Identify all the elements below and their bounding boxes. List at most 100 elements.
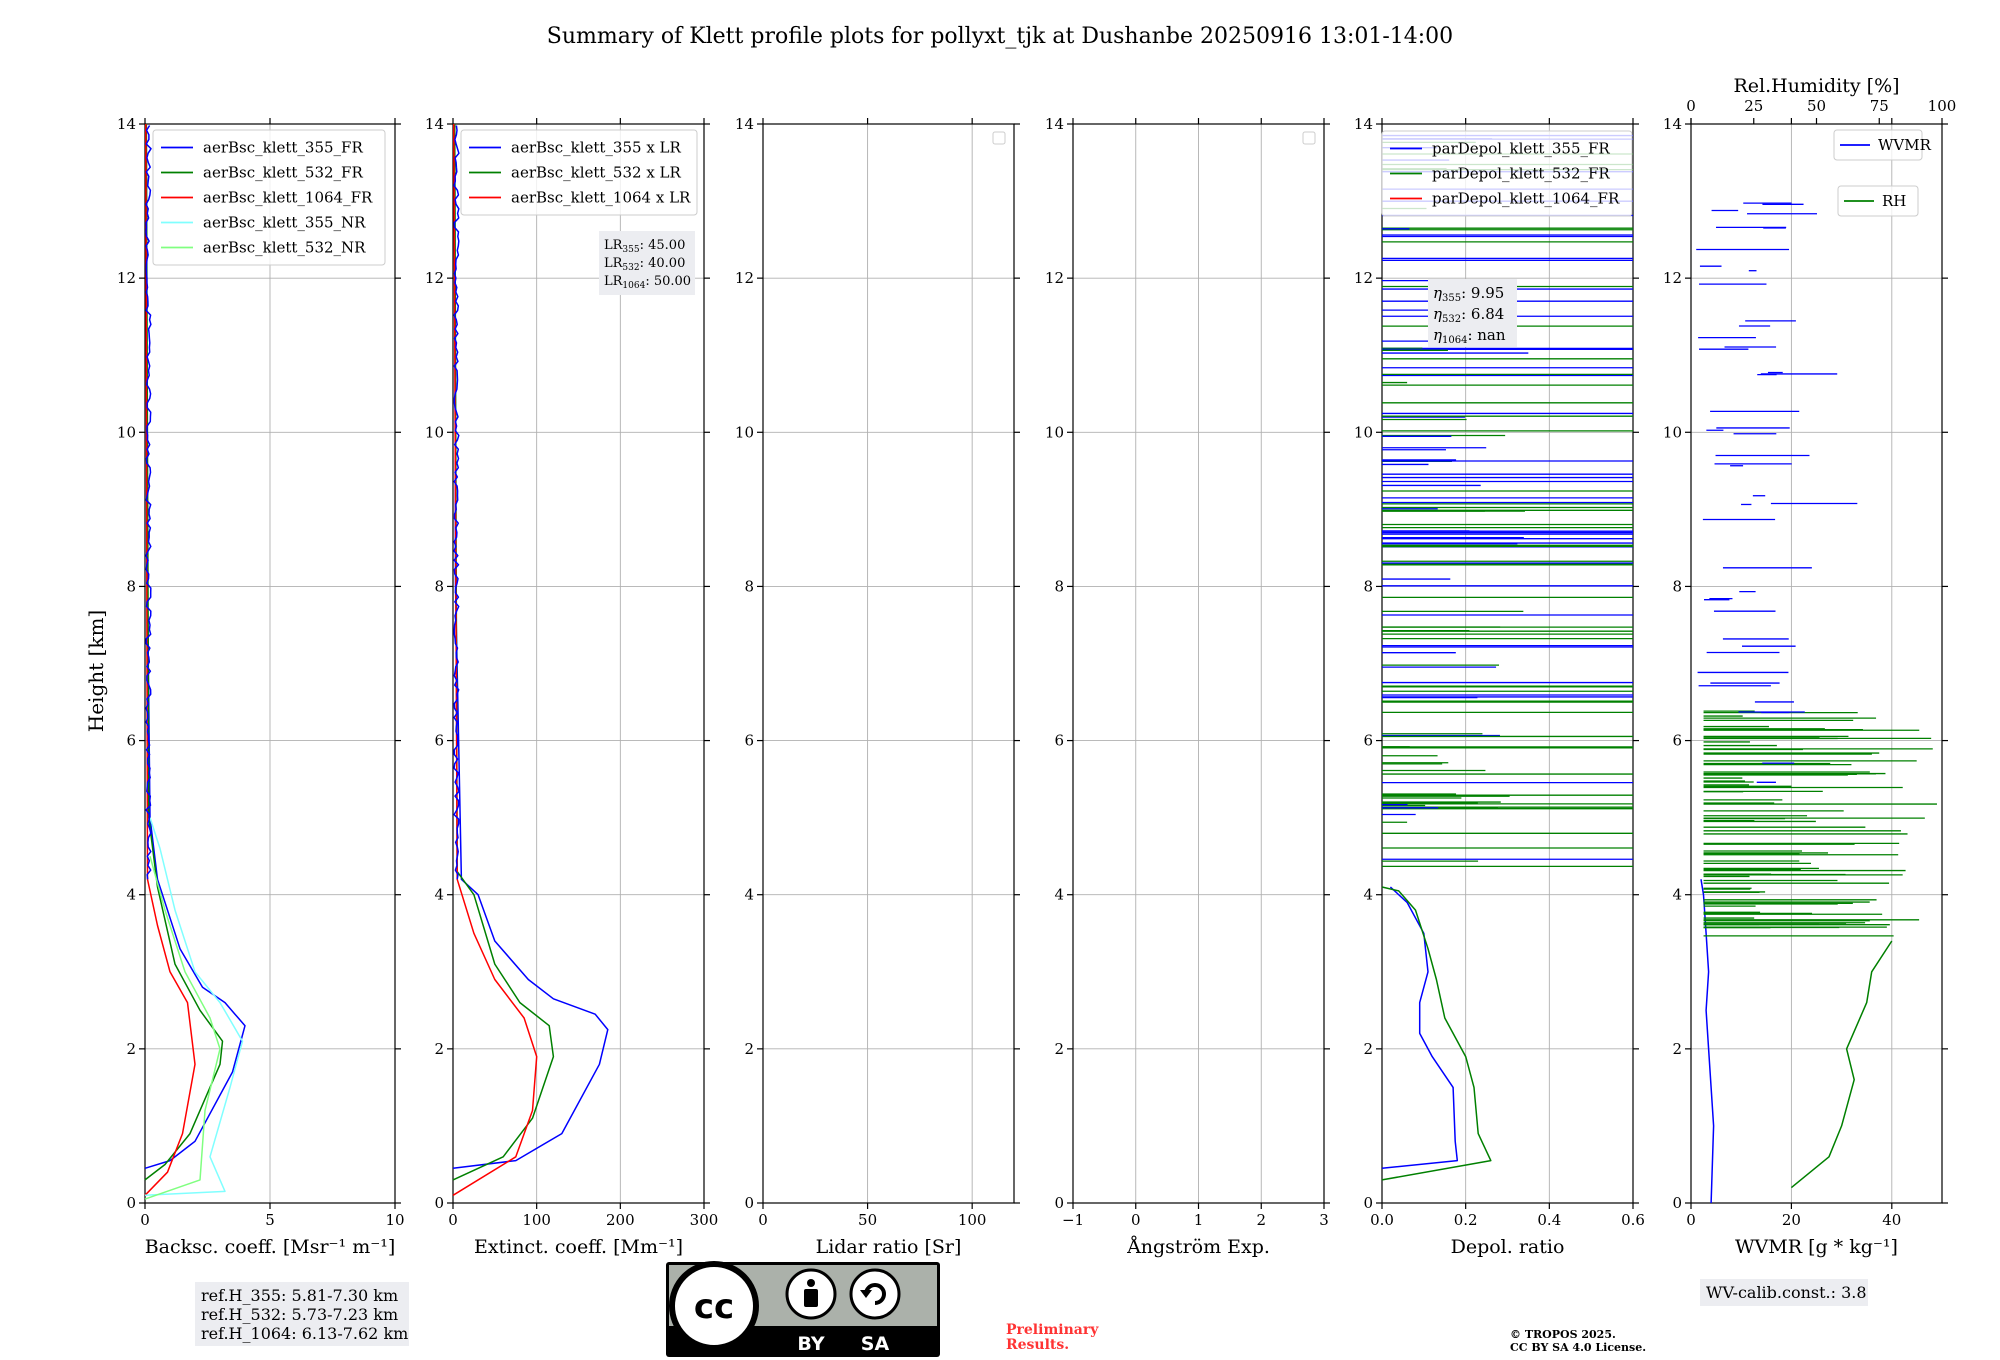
eta-1064-text: η1064: nan bbox=[1433, 326, 1506, 346]
profile-aerbsc-klett-532-x-lr bbox=[452, 123, 555, 1181]
ext-ytick-label: 12 bbox=[425, 269, 444, 287]
backscatter-legend-label: aerBsc_klett_532_FR bbox=[203, 164, 363, 182]
profile-aerbsc-klett-355-nr bbox=[144, 817, 244, 1197]
depol-xtick-label: 0.2 bbox=[1454, 1211, 1478, 1229]
wv-calib-text: WV-calib.const.: 3.8 bbox=[1706, 1283, 1867, 1302]
wv-xtick-label: 20 bbox=[1782, 1211, 1801, 1229]
copyright-line-2: CC BY SA 4.0 License. bbox=[1510, 1341, 1646, 1354]
ext-ytick-label: 10 bbox=[425, 423, 444, 441]
backscatter-legend: aerBsc_klett_355_FR aerBsc_klett_532_FRae… bbox=[152, 129, 386, 266]
lr-ytick-label: 0 bbox=[744, 1194, 754, 1212]
ae-xtick-label: 2 bbox=[1256, 1211, 1266, 1229]
depol-ytick-label: 0 bbox=[1363, 1194, 1373, 1212]
lr-xtick-label: 50 bbox=[858, 1211, 877, 1229]
lr-355-text: LR355: 45.00 bbox=[604, 238, 685, 255]
lr-ytick-label: 12 bbox=[735, 269, 754, 287]
depol-legend: parDepol_klett_355_FR parDepol_klett_532_… bbox=[1381, 130, 1633, 217]
noise-profile-355 bbox=[453, 125, 460, 880]
preliminary-line-1: Preliminary bbox=[1006, 1322, 1099, 1338]
wv-xtick-label: 40 bbox=[1882, 1211, 1901, 1229]
lr-xlabel: Lidar ratio [Sr] bbox=[816, 1236, 962, 1258]
wv-legend-rh: RH bbox=[1837, 185, 1919, 217]
depol-ytick-label: 2 bbox=[1363, 1040, 1373, 1058]
bsc-ytick-label: 2 bbox=[126, 1040, 136, 1058]
ext-ytick-label: 4 bbox=[434, 886, 444, 904]
lidar-ratio-panel: 0 2 4 6 8 10 12 14 0 50 100 Lidar ratio [Sr] bbox=[735, 115, 1020, 1258]
ext-xtick-label: 100 bbox=[522, 1211, 551, 1229]
bsc-xtick-label: 0 bbox=[140, 1211, 150, 1229]
extinction-legend-label: aerBsc_klett_355 x LR bbox=[511, 139, 682, 157]
ext-ytick-label: 6 bbox=[434, 732, 444, 750]
lr-ytick-label: 8 bbox=[744, 577, 754, 595]
ae-ytick-label: 8 bbox=[1054, 577, 1064, 595]
ref-height-box: ref.H_355: 5.81-7.30 km ref.H_532: 5.73-… bbox=[195, 1282, 409, 1346]
bsc-ytick-label: 4 bbox=[126, 886, 136, 904]
backscatter-legend-label: aerBsc_klett_532_NR bbox=[203, 239, 366, 257]
ext-frame bbox=[452, 123, 705, 1204]
depol-legend-label: parDepol_klett_1064_FR bbox=[1432, 190, 1620, 208]
wv-legend-frame bbox=[1837, 185, 1919, 217]
ext-ytick-label: 14 bbox=[425, 115, 444, 133]
copyright-line-1: © TROPOS 2025. bbox=[1510, 1328, 1616, 1341]
wv-ytick-label: 0 bbox=[1672, 1194, 1682, 1212]
profile-aerbsc-klett-355-fr bbox=[144, 123, 246, 1170]
eta-355-text: η355: 9.95 bbox=[1433, 284, 1504, 304]
wv-legend-wvmr: WVMR bbox=[1833, 129, 1932, 161]
wv-ytick-label: 8 bbox=[1672, 577, 1682, 595]
figure-title: Summary of Klett profile plots for polly… bbox=[547, 24, 1453, 49]
bsc-ytick-label: 8 bbox=[126, 577, 136, 595]
backscatter-legend-label: aerBsc_klett_1064_FR bbox=[203, 189, 373, 207]
bsc-ytick-label: 10 bbox=[117, 423, 136, 441]
lr-xtick-label: 0 bbox=[758, 1211, 768, 1229]
profile-aerbsc-klett-355-x-lr bbox=[452, 123, 609, 1170]
profile-pardepol-klett-532-fr bbox=[1381, 886, 1492, 1181]
lr-xtick-label: 100 bbox=[958, 1211, 987, 1229]
bsc-ytick-label: 0 bbox=[126, 1194, 136, 1212]
lr-frame bbox=[762, 123, 1015, 1204]
depol-legend-label: parDepol_klett_355_FR bbox=[1432, 140, 1610, 158]
ext-xlabel: Extinct. coeff. [Mm⁻¹] bbox=[474, 1236, 683, 1258]
lr-ytick-label: 4 bbox=[744, 886, 754, 904]
extinction-legend: aerBsc_klett_355 x LR aerBsc_klett_532 x … bbox=[460, 129, 698, 216]
ref-h-1064: ref.H_1064: 6.13-7.62 km bbox=[201, 1324, 408, 1343]
lr-annotation: LR355: 45.00 LR532: 40.00 LR1064: 50.00 bbox=[599, 231, 695, 295]
bsc-ytick-label: 6 bbox=[126, 732, 136, 750]
profile-rh bbox=[1790, 940, 1893, 1189]
extinction-panel: 0 2 4 6 8 10 12 14 0 100 200 300 Extinct. coeff. [Mm… bbox=[425, 115, 718, 1258]
preliminary-line-2: Results. bbox=[1006, 1337, 1069, 1353]
depol-ytick-label: 12 bbox=[1354, 269, 1373, 287]
depol-xtick-label: 0.0 bbox=[1370, 1211, 1394, 1229]
ext-xtick-label: 300 bbox=[690, 1211, 719, 1229]
wv-xtick-label: 0 bbox=[1686, 1211, 1696, 1229]
wv-ytick-label: 12 bbox=[1663, 269, 1682, 287]
lr-1064-text: LR1064: 50.00 bbox=[604, 274, 691, 291]
wv-frame bbox=[1690, 123, 1943, 1204]
extinction-legend-label: aerBsc_klett_1064 x LR bbox=[511, 189, 691, 207]
wv-xlabel: WVMR [g * kg⁻¹] bbox=[1735, 1236, 1898, 1258]
extinction-legend-label: aerBsc_klett_532 x LR bbox=[511, 164, 682, 182]
profile-wvmr bbox=[1700, 879, 1715, 1204]
profile-aerbsc-klett-1064-x-lr bbox=[452, 123, 538, 1196]
cc-letters: cc bbox=[694, 1287, 734, 1327]
profile-aerbsc-klett-532-nr bbox=[144, 855, 221, 1200]
depol-legend-frame bbox=[1381, 130, 1633, 217]
ae-xtick-label: 1 bbox=[1194, 1211, 1204, 1229]
lr-ytick-label: 6 bbox=[744, 732, 754, 750]
wv-ytick-label: 4 bbox=[1672, 886, 1682, 904]
copyright-note: © TROPOS 2025. CC BY SA 4.0 License. bbox=[1510, 1328, 1646, 1354]
ext-xtick-label: 200 bbox=[606, 1211, 635, 1229]
preliminary-note: Preliminary Results. bbox=[1006, 1322, 1099, 1353]
wv-legend-frame bbox=[1833, 129, 1923, 161]
ae-ytick-label: 4 bbox=[1054, 886, 1064, 904]
wv-top-tick-label: 0 bbox=[1686, 97, 1696, 115]
wv-legend-label: RH bbox=[1882, 192, 1906, 210]
depol-xlabel: Depol. ratio bbox=[1451, 1236, 1565, 1258]
wv-top-tick-label: 50 bbox=[1807, 97, 1826, 115]
wv-ytick-label: 6 bbox=[1672, 732, 1682, 750]
wv-top-tick-label: 100 bbox=[1928, 97, 1957, 115]
bsc-ytick-label: 14 bbox=[117, 115, 136, 133]
ae-xlabel: Ångström Exp. bbox=[1126, 1236, 1270, 1258]
by-label: BY bbox=[797, 1333, 824, 1355]
lr-ytick-label: 10 bbox=[735, 423, 754, 441]
